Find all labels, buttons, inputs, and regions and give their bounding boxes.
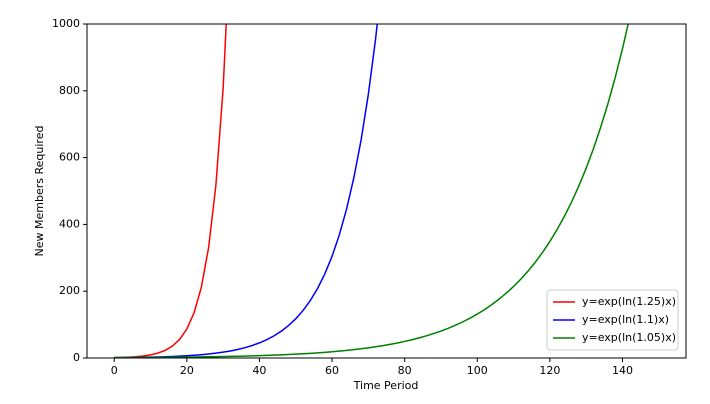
- y-tick-label: 1000: [52, 17, 80, 30]
- legend-label: y=exp(ln(1.25)x): [582, 295, 676, 308]
- data-line: [114, 24, 378, 358]
- x-tick-label: 60: [325, 364, 339, 377]
- x-tick-label: 0: [111, 364, 118, 377]
- x-axis-label: Time Period: [353, 379, 419, 392]
- data-line: [114, 24, 629, 358]
- legend-label: y=exp(ln(1.1)x): [582, 313, 669, 326]
- y-tick-label: 600: [59, 151, 80, 164]
- x-tick-label: 120: [539, 364, 560, 377]
- x-tick-label: 100: [467, 364, 488, 377]
- x-tick-label: 40: [252, 364, 266, 377]
- legend-label: y=exp(ln(1.05)x): [582, 331, 676, 344]
- y-tick-label: 200: [59, 284, 80, 297]
- x-tick-label: 140: [612, 364, 633, 377]
- y-tick-label: 400: [59, 217, 80, 230]
- data-line: [114, 24, 227, 358]
- y-tick-label: 0: [73, 351, 80, 364]
- legend-box: [546, 289, 679, 351]
- x-tick-label: 20: [180, 364, 194, 377]
- x-tick-label: 80: [398, 364, 412, 377]
- y-axis-label: New Members Required: [33, 126, 46, 257]
- y-tick-label: 800: [59, 84, 80, 97]
- plot-frame: [86, 23, 687, 359]
- plot-area: [114, 24, 629, 358]
